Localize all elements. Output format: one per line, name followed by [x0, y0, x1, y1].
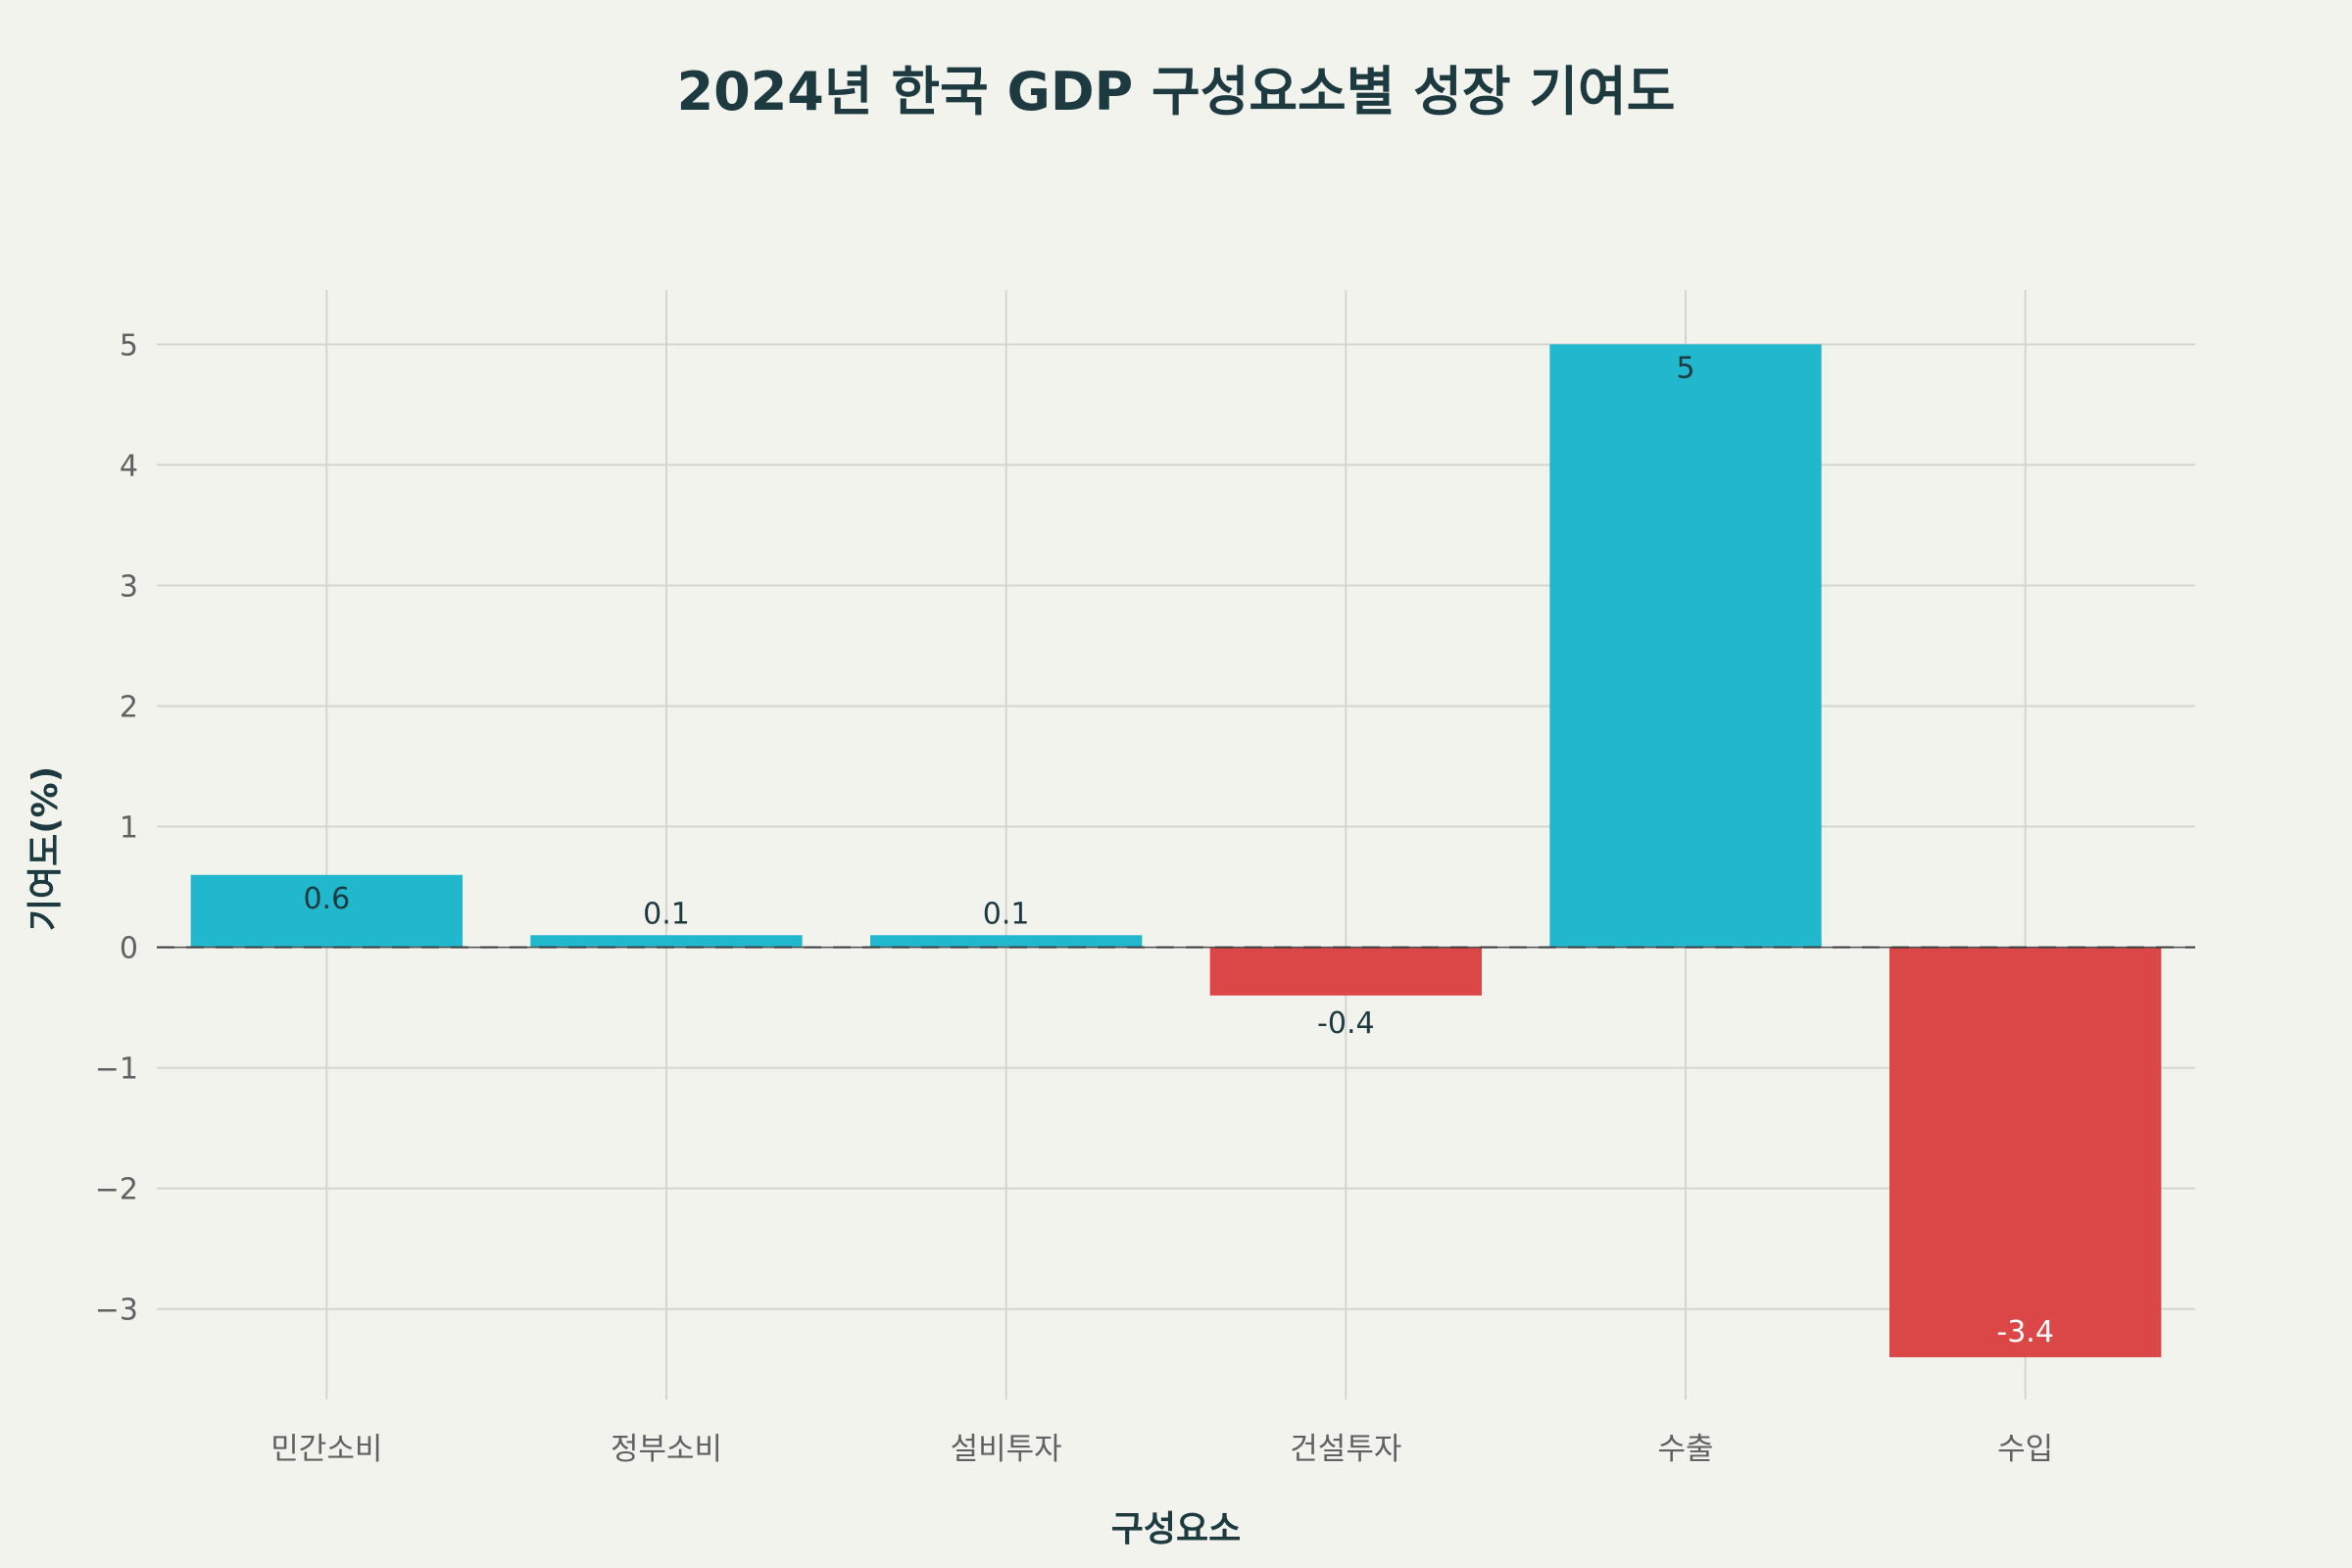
chart-title: 2024년 한국 GDP 구성요소별 성장 기여도 — [677, 61, 1676, 122]
bar — [1889, 947, 2162, 1357]
data-labels: 0.6 0.1 0.1 -0.4 5 -3.4 — [303, 351, 2053, 1349]
x-tick-label: 민간소비 — [270, 1432, 382, 1467]
y-tick-label: −1 — [95, 1053, 138, 1087]
bar — [1549, 344, 1822, 948]
bar-value-label: -3.4 — [1996, 1315, 2054, 1349]
bar-value-label: 0.1 — [983, 897, 1030, 931]
x-tick-label: 건설투자 — [1290, 1432, 1401, 1467]
y-tick-label: 5 — [120, 328, 138, 363]
x-tick-label: 설비투자 — [951, 1432, 1062, 1467]
y-tick-labels: 5 4 3 2 1 0 −1 −2 −3 — [95, 328, 138, 1327]
y-tick-label: 4 — [120, 449, 138, 483]
x-tick-label: 수입 — [1997, 1432, 2053, 1467]
bar-value-label: -0.4 — [1317, 1006, 1375, 1041]
bar — [190, 874, 463, 948]
grid-layer — [157, 290, 2195, 1399]
x-tick-labels: 민간소비 정부소비 설비투자 건설투자 수출 수입 — [270, 1432, 2053, 1467]
bar-value-label: 5 — [1676, 351, 1694, 385]
x-tick-label: 수출 — [1657, 1432, 1713, 1467]
bar — [870, 935, 1143, 948]
y-tick-label: −3 — [95, 1294, 138, 1328]
y-tick-label: 3 — [120, 569, 138, 604]
y-tick-label: 2 — [120, 691, 138, 725]
y-tick-label: 1 — [120, 811, 138, 846]
y-axis-label: 기여도(%) — [25, 766, 66, 931]
bar-value-label: 0.1 — [643, 897, 690, 931]
x-axis-label: 구성요소 — [1111, 1509, 1241, 1549]
x-tick-label: 정부소비 — [611, 1432, 722, 1467]
bar-value-label: 0.6 — [303, 882, 350, 916]
bar — [530, 935, 803, 948]
y-tick-label: −2 — [95, 1173, 138, 1207]
bar-layer — [190, 344, 2162, 1357]
bar — [1209, 947, 1482, 996]
y-tick-label: 0 — [120, 932, 138, 966]
